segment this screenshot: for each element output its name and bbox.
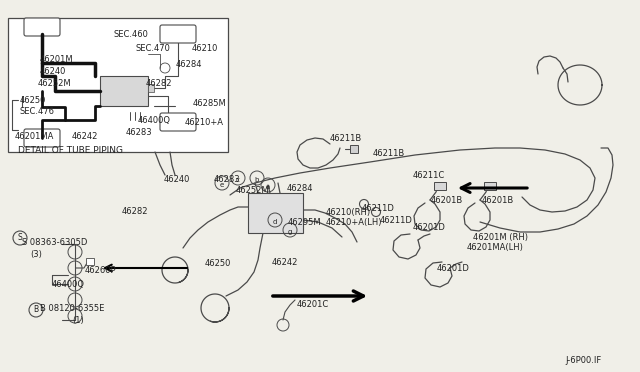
Text: 46282: 46282 — [146, 79, 173, 88]
Bar — [434, 182, 446, 190]
Text: 46211C: 46211C — [413, 171, 445, 180]
Text: 46201M (RH): 46201M (RH) — [473, 233, 528, 242]
Text: g: g — [288, 229, 292, 235]
Bar — [248, 193, 303, 233]
Text: c: c — [236, 177, 240, 183]
Text: 46201B: 46201B — [482, 196, 515, 205]
Text: 46211B: 46211B — [330, 134, 362, 143]
Bar — [86, 258, 94, 265]
FancyBboxPatch shape — [160, 113, 196, 131]
Bar — [350, 145, 358, 153]
Bar — [8, 18, 228, 152]
Bar — [148, 84, 154, 92]
Text: DETAIL OF TUBE PIPING: DETAIL OF TUBE PIPING — [18, 146, 123, 155]
Text: (1): (1) — [72, 316, 84, 325]
Text: 46285M: 46285M — [193, 99, 227, 108]
Text: SEC.476: SEC.476 — [20, 107, 55, 116]
Text: 46211D: 46211D — [380, 216, 413, 225]
Text: B: B — [33, 305, 38, 314]
Text: 46284: 46284 — [176, 60, 202, 69]
Text: 46252M: 46252M — [236, 186, 269, 195]
Bar — [100, 76, 148, 106]
Text: 46252M: 46252M — [38, 79, 72, 88]
Text: 46282: 46282 — [122, 207, 148, 216]
Text: 46242: 46242 — [272, 258, 298, 267]
Text: S 08363-6305D: S 08363-6305D — [22, 238, 88, 247]
Text: SEC.470: SEC.470 — [135, 44, 170, 53]
FancyBboxPatch shape — [24, 18, 60, 36]
Text: 46295M: 46295M — [288, 218, 322, 227]
Text: 46250: 46250 — [20, 96, 46, 105]
Text: d: d — [273, 219, 277, 225]
Text: 46210+A(LH): 46210+A(LH) — [326, 218, 383, 227]
Text: 46400Q: 46400Q — [52, 280, 85, 289]
Text: 46284: 46284 — [287, 184, 314, 193]
Text: 46201D: 46201D — [413, 223, 446, 232]
Text: SEC.460: SEC.460 — [114, 30, 149, 39]
Text: 46201MA: 46201MA — [15, 132, 54, 141]
Text: 46240: 46240 — [40, 67, 67, 76]
Bar — [484, 182, 496, 190]
Text: 46242: 46242 — [72, 132, 99, 141]
Text: 46201C: 46201C — [297, 300, 329, 309]
Text: S: S — [18, 234, 22, 243]
Text: 46210: 46210 — [192, 44, 218, 53]
Text: 46211D: 46211D — [362, 204, 395, 213]
Text: J-6P00.IF: J-6P00.IF — [565, 356, 601, 365]
Text: 46211B: 46211B — [373, 149, 405, 158]
Text: 46201M: 46201M — [40, 55, 74, 64]
Text: e: e — [220, 182, 224, 188]
Text: 46201D: 46201D — [437, 264, 470, 273]
Text: 46201MA(LH): 46201MA(LH) — [467, 243, 524, 252]
Text: 46210+A: 46210+A — [185, 118, 224, 127]
FancyBboxPatch shape — [24, 129, 60, 147]
Text: 46283: 46283 — [126, 128, 152, 137]
Text: 46260P: 46260P — [85, 266, 116, 275]
Text: 46283: 46283 — [214, 175, 241, 184]
Text: b: b — [255, 177, 259, 183]
Text: 46250: 46250 — [205, 259, 232, 268]
Text: 46400Q: 46400Q — [138, 116, 171, 125]
Text: B 08120-6355E: B 08120-6355E — [40, 304, 104, 313]
Text: 46210(RH): 46210(RH) — [326, 208, 371, 217]
Text: a: a — [266, 184, 270, 190]
FancyBboxPatch shape — [160, 25, 196, 43]
Text: 46240: 46240 — [164, 175, 190, 184]
Text: (3): (3) — [30, 250, 42, 259]
Text: 46201B: 46201B — [431, 196, 463, 205]
